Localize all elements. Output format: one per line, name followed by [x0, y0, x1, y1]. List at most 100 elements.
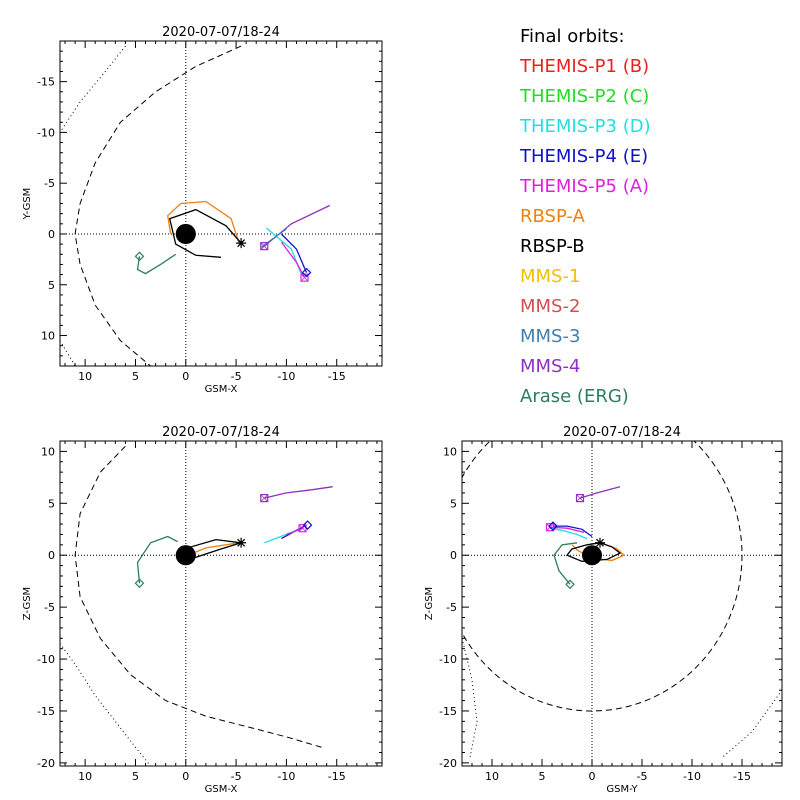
y-tick-label: 10	[41, 330, 55, 343]
y-tick-label: 5	[48, 279, 55, 292]
plot-area	[60, 445, 333, 766]
plot-title: 2020-07-07/18-24	[162, 25, 280, 40]
x-tick-label: -10	[683, 770, 701, 783]
legend-item: MMS-2	[520, 296, 581, 317]
legend-item: MMS-3	[520, 326, 581, 347]
orbit-track	[263, 204, 330, 247]
y-tick-label: 10	[41, 445, 55, 458]
orbit-track	[553, 542, 578, 585]
orbit-track	[265, 227, 303, 275]
x-axis-label: GSM-Y	[606, 784, 638, 795]
boundary-curve	[721, 689, 782, 759]
orbit-end-diamond	[301, 267, 312, 278]
legend-item: MMS-1	[520, 266, 581, 287]
y-axis-label: Z-GSM	[424, 587, 435, 620]
y-tick-label: -5	[44, 601, 55, 614]
plot-area	[462, 441, 782, 759]
y-tick-label: 5	[450, 497, 457, 510]
orbit-track	[571, 542, 626, 562]
plot-frame	[59, 440, 383, 767]
orbit-end-diamond	[548, 521, 558, 531]
legend-item: MMS-4	[520, 356, 581, 377]
plot-title: 2020-07-07/18-24	[563, 425, 681, 440]
orbit-track	[168, 208, 242, 258]
legend-item: THEMIS-P3 (D)	[520, 116, 651, 137]
boundary-curve	[60, 643, 151, 766]
orbit-end-square	[575, 494, 585, 503]
plot-panel: 2020-07-07/18-24 10 5 0 -5 -10 -15 10 5 0 -5 -10 -15…	[22, 425, 383, 795]
orbit-track	[167, 200, 240, 244]
orbit-end-square	[260, 494, 268, 502]
plot-frame	[59, 40, 383, 367]
y-tick-label: -15	[37, 705, 55, 718]
legend-item: RBSP-B	[520, 236, 585, 257]
x-tick-label: -5	[637, 770, 648, 783]
x-tick-label: 10	[78, 370, 92, 383]
orbit-end-diamond	[134, 251, 145, 262]
earth	[175, 223, 196, 245]
orbit-end-square	[260, 242, 268, 250]
orbit-track	[280, 233, 308, 273]
boundary-curve	[60, 45, 126, 133]
x-axis-label: GSM-X	[205, 784, 238, 795]
orbit-end-square	[545, 523, 555, 532]
plot-panel: 2020-07-07/18-24 10 5 0 -5 -10 -15 -15 -10 -5 0 5 10…	[22, 25, 383, 395]
orbit-end-diamond	[134, 578, 145, 589]
boundary-curve	[60, 340, 76, 366]
y-tick-label: -20	[37, 757, 55, 770]
y-tick-label: -20	[439, 757, 457, 770]
legend-title: Final orbits:	[520, 26, 625, 47]
x-tick-label: 5	[132, 370, 139, 383]
orbit-end-diamond	[565, 579, 575, 590]
y-tick-label: 0	[450, 549, 457, 562]
plot-frame	[461, 440, 783, 767]
x-tick-label: -15	[328, 370, 346, 383]
boundary-curve	[462, 441, 743, 712]
orbit-track	[136, 253, 177, 275]
orbit-end-diamond	[302, 520, 313, 530]
x-tick-label: -10	[277, 770, 295, 783]
x-tick-label: 0	[182, 770, 189, 783]
orbit-end-star	[236, 537, 247, 548]
y-tick-label: -10	[439, 653, 457, 666]
y-tick-label: -10	[37, 653, 55, 666]
orbit-track	[579, 486, 621, 499]
orbit-track	[286, 527, 304, 536]
boundary-curve	[74, 445, 322, 748]
y-tick-label: 0	[48, 228, 55, 241]
legend-item: THEMIS-P5 (A)	[520, 176, 650, 197]
x-tick-label: -15	[328, 770, 346, 783]
x-tick-label: -5	[231, 770, 242, 783]
orbit-end-star	[595, 537, 605, 548]
orbit-end-star	[236, 238, 247, 249]
x-tick-label: 5	[132, 770, 139, 783]
orbit-track	[549, 527, 588, 540]
y-axis-label: Z-GSM	[22, 587, 33, 620]
y-tick-label: -5	[44, 177, 55, 190]
orbit-track	[553, 525, 593, 538]
y-tick-label: -15	[439, 705, 457, 718]
y-tick-label: -10	[37, 126, 55, 139]
legend-item: THEMIS-P4 (E)	[520, 146, 649, 167]
plot-title: 2020-07-07/18-24	[162, 425, 280, 440]
plot-area	[60, 45, 330, 366]
orbit-track	[136, 535, 178, 584]
orbit-end-square	[576, 494, 584, 502]
legend: Final orbits: THEMIS-P1 (B) THEMIS-P2 (C)…	[520, 22, 651, 412]
legend-item: THEMIS-P2 (C)	[520, 86, 650, 107]
x-tick-label: -5	[231, 370, 242, 383]
orbit-end-square	[260, 494, 269, 503]
x-tick-label: 10	[78, 770, 92, 783]
orbit-end-square	[260, 242, 269, 251]
orbit-end-square	[301, 274, 308, 281]
y-tick-label: -15	[37, 76, 55, 89]
x-tick-label: 0	[589, 770, 596, 783]
orbit-track	[260, 228, 287, 248]
y-tick-label: 10	[443, 445, 457, 458]
boundary-curve	[462, 638, 478, 758]
y-tick-label: -5	[446, 601, 457, 614]
legend-item: RBSP-A	[520, 206, 585, 227]
x-tick-label: 10	[485, 770, 499, 783]
orbit-track	[565, 542, 622, 563]
